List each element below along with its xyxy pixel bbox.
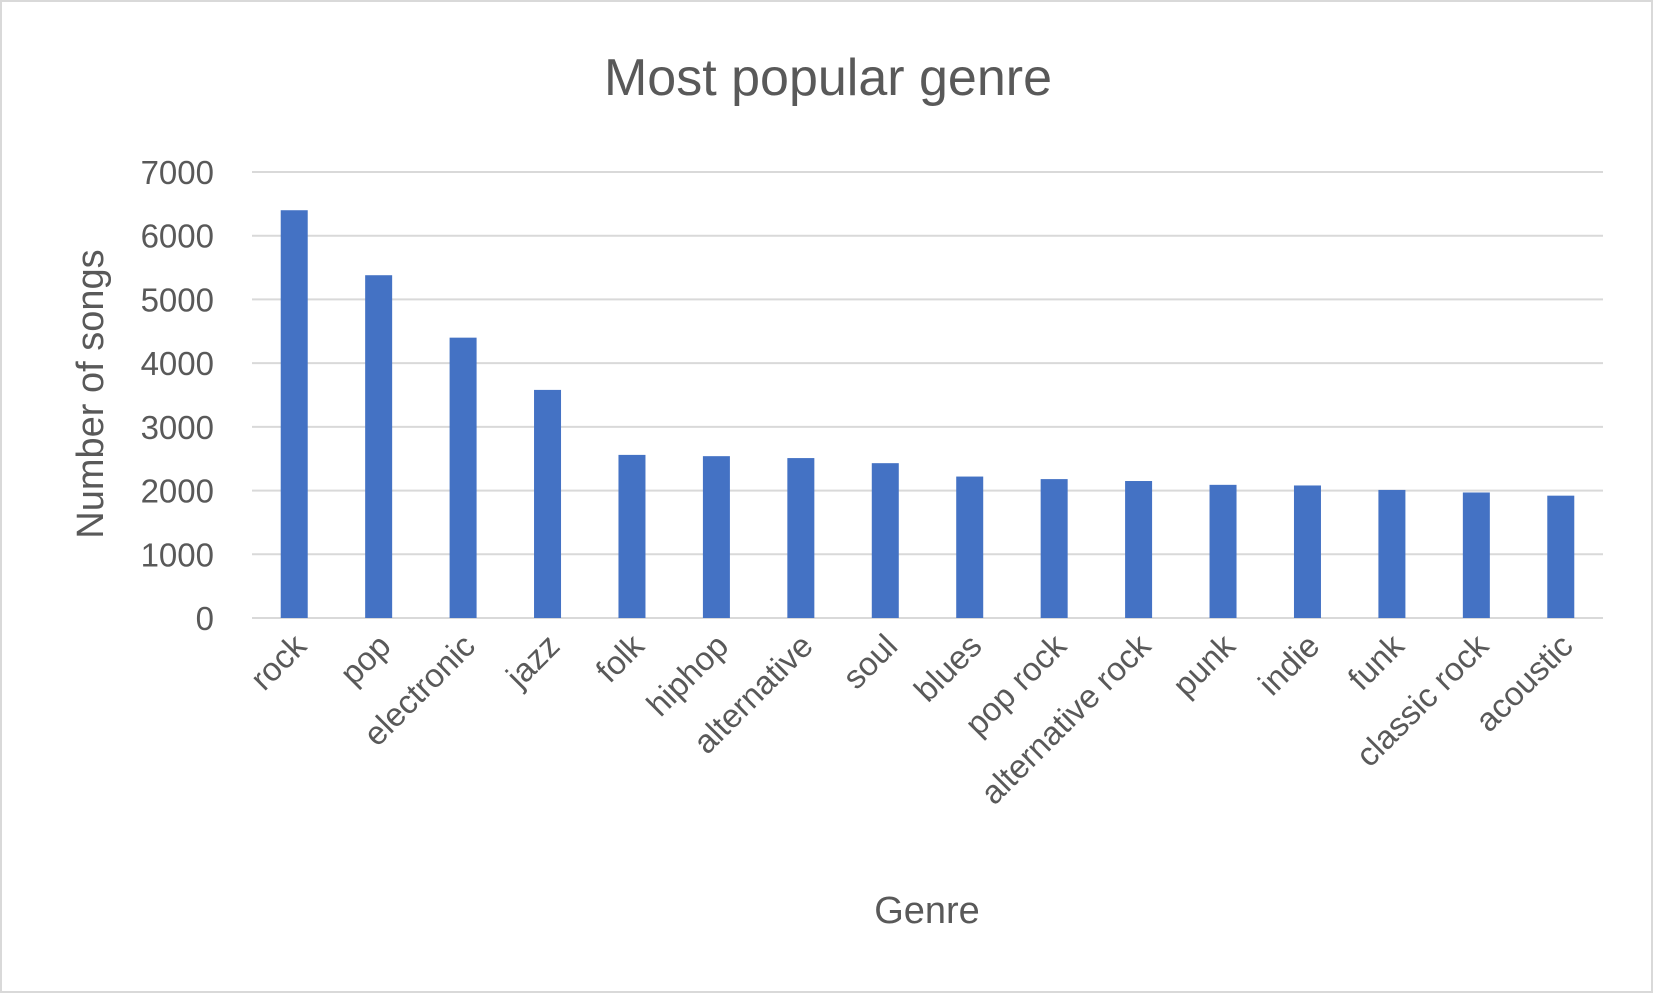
x-tick-label: jazz xyxy=(498,627,566,695)
y-tick-label: 5000 xyxy=(141,281,214,318)
x-tick-label: funk xyxy=(1341,626,1412,697)
y-tick-label: 0 xyxy=(196,600,214,637)
bar-punk xyxy=(1209,484,1237,618)
bar-rock xyxy=(280,210,308,618)
y-tick-label: 4000 xyxy=(141,345,214,382)
x-tick-label: soul xyxy=(835,627,904,696)
x-axis-label: Genre xyxy=(874,890,980,932)
bars xyxy=(280,210,1575,618)
bar-hiphop xyxy=(702,456,730,618)
x-tick-label: folk xyxy=(588,626,651,689)
bar-indie xyxy=(1293,485,1321,618)
bar-soul xyxy=(871,463,899,618)
bar-alternative xyxy=(787,458,815,618)
x-tick-label: indie xyxy=(1251,627,1326,702)
bar-acoustic xyxy=(1547,495,1575,618)
bar-pop xyxy=(365,275,393,618)
bar-pop-rock xyxy=(1040,479,1068,618)
y-tick-label: 7000 xyxy=(141,154,214,191)
y-tick-label: 1000 xyxy=(141,536,214,573)
x-tick-label: rock xyxy=(243,626,314,697)
y-tick-label: 2000 xyxy=(141,473,214,510)
x-tick-label: pop xyxy=(333,627,398,692)
bar-electronic xyxy=(449,337,477,618)
bar-jazz xyxy=(534,389,562,618)
gridlines xyxy=(252,171,1603,619)
y-axis-label: Number of songs xyxy=(70,249,112,538)
bar-classic-rock xyxy=(1462,492,1490,618)
x-tick-label: punk xyxy=(1165,626,1242,703)
bar-alternative-rock xyxy=(1125,481,1153,618)
y-tick-label: 6000 xyxy=(141,218,214,255)
bar-blues xyxy=(956,476,984,618)
bar-funk xyxy=(1378,489,1406,618)
y-axis-ticks: 0 1000 2000 3000 4000 5000 6000 7000 xyxy=(141,154,214,637)
bar-folk xyxy=(618,454,646,618)
chart-title: Most popular genre xyxy=(604,49,1052,107)
y-tick-label: 3000 xyxy=(141,409,214,446)
